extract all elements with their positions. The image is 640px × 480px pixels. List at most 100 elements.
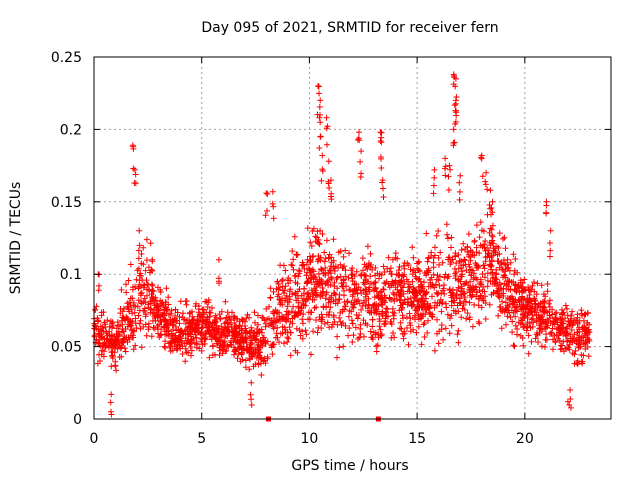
data-point xyxy=(128,326,135,333)
data-point xyxy=(517,320,524,327)
data-point xyxy=(369,316,376,323)
data-point xyxy=(192,331,199,338)
data-point xyxy=(568,315,574,322)
data-point xyxy=(435,340,442,347)
x-tick-label: 0 xyxy=(90,431,99,447)
data-point xyxy=(128,318,134,325)
data-point xyxy=(482,181,489,188)
data-point xyxy=(336,296,343,303)
data-point xyxy=(198,338,205,345)
data-point xyxy=(372,279,379,286)
data-point xyxy=(360,267,366,274)
data-point xyxy=(273,330,280,337)
data-point xyxy=(155,311,162,318)
data-point xyxy=(290,303,297,310)
data-point xyxy=(407,328,414,335)
data-point xyxy=(535,301,542,308)
data-point xyxy=(297,332,304,339)
data-point xyxy=(108,391,115,398)
data-point xyxy=(179,343,186,350)
data-point xyxy=(241,336,248,343)
data-point xyxy=(462,261,469,268)
data-point xyxy=(532,335,539,342)
data-point xyxy=(135,265,142,272)
data-point xyxy=(452,292,459,299)
data-point xyxy=(448,322,455,329)
data-point xyxy=(486,301,493,308)
data-point xyxy=(459,305,466,312)
data-point xyxy=(343,283,350,290)
data-point xyxy=(138,344,145,351)
data-point xyxy=(528,286,535,293)
data-point xyxy=(525,350,532,357)
data-point xyxy=(424,329,431,336)
data-point xyxy=(477,219,484,226)
data-point xyxy=(356,334,363,341)
data-point xyxy=(547,247,554,254)
data-point xyxy=(371,279,378,286)
data-point xyxy=(473,222,480,229)
data-point xyxy=(542,336,549,343)
data-point xyxy=(268,342,275,349)
data-point xyxy=(495,312,502,319)
data-point xyxy=(357,321,364,328)
data-point xyxy=(378,139,385,146)
data-point xyxy=(287,352,294,359)
data-point xyxy=(523,306,530,313)
data-point xyxy=(174,317,181,324)
data-point xyxy=(136,307,143,314)
data-point xyxy=(481,265,488,272)
data-point xyxy=(260,338,267,345)
data-point xyxy=(507,314,514,321)
data-point xyxy=(231,319,238,326)
data-point xyxy=(458,264,465,271)
data-point xyxy=(458,258,465,265)
data-point xyxy=(220,342,227,349)
data-point xyxy=(324,278,331,285)
data-point xyxy=(180,330,187,337)
data-point xyxy=(136,320,143,327)
data-point xyxy=(477,293,484,299)
data-point xyxy=(476,250,483,257)
data-point xyxy=(198,347,205,354)
data-point xyxy=(228,317,235,324)
data-point xyxy=(398,326,405,332)
data-point xyxy=(316,114,323,121)
data-point xyxy=(254,342,261,348)
data-point xyxy=(96,351,102,358)
data-point xyxy=(146,286,152,293)
data-point xyxy=(264,207,270,214)
data-point xyxy=(218,308,225,315)
data-point xyxy=(129,332,136,339)
data-point xyxy=(346,325,353,332)
data-point xyxy=(350,332,357,339)
data-point xyxy=(286,324,293,331)
data-point xyxy=(120,328,127,335)
data-point xyxy=(431,174,438,181)
data-point xyxy=(481,288,488,295)
data-point xyxy=(311,289,318,296)
data-point xyxy=(401,299,408,305)
data-point xyxy=(441,290,448,297)
data-point xyxy=(466,314,473,321)
data-point xyxy=(367,273,374,280)
data-point xyxy=(473,284,480,291)
data-point xyxy=(558,318,565,325)
data-point xyxy=(237,343,244,350)
data-point xyxy=(373,343,380,350)
data-point xyxy=(488,257,495,264)
data-point xyxy=(290,266,297,273)
data-point xyxy=(311,285,318,292)
data-point xyxy=(130,284,136,291)
data-point xyxy=(223,347,230,354)
data-point xyxy=(93,303,100,310)
data-point xyxy=(406,320,413,326)
data-point xyxy=(270,288,277,295)
data-point xyxy=(410,289,417,296)
data-point xyxy=(482,178,489,185)
data-point xyxy=(274,278,281,285)
data-point xyxy=(523,301,529,308)
data-point xyxy=(300,320,306,327)
data-point xyxy=(345,332,352,339)
data-point xyxy=(388,296,394,303)
